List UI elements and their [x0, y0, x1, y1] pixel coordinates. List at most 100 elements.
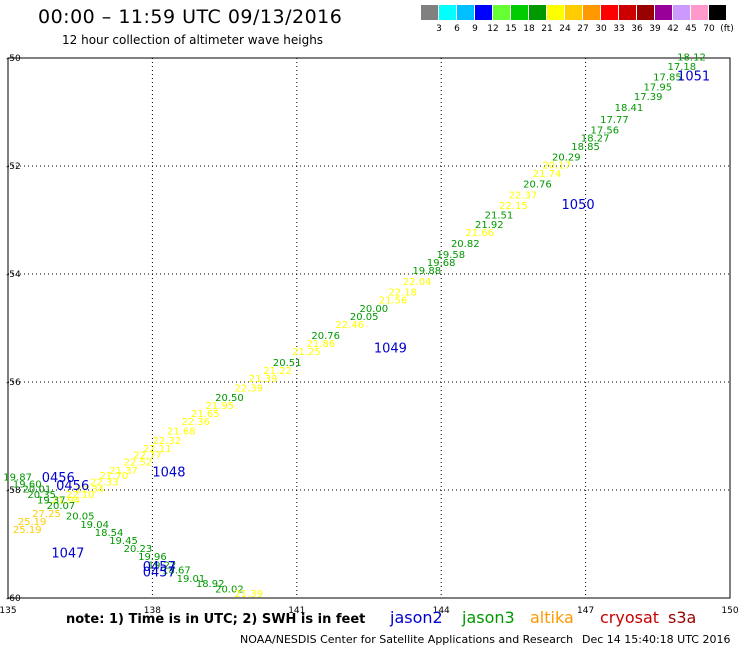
- pass-number-label: 0457: [143, 560, 176, 575]
- wave-height-point: 20.00: [359, 304, 388, 315]
- legend-swatch: [493, 5, 510, 20]
- wave-height-point: 20.29: [552, 153, 581, 164]
- wave-height-point: 22.37: [509, 190, 538, 201]
- wave-height-point: 21.39: [249, 374, 278, 385]
- legend-swatch: [709, 5, 726, 20]
- footer-note: note: 1) Time is in UTC; 2) SWH is in fe…: [66, 612, 366, 627]
- satellite-s3a: s3a: [668, 608, 697, 627]
- legend-swatch: [421, 5, 438, 20]
- wave-height-point: 21.25: [292, 347, 321, 358]
- wave-height-point: 19.04: [80, 520, 109, 531]
- legend-label: 24: [559, 24, 571, 34]
- wave-height-point: 21.37: [109, 466, 138, 477]
- legend-label: 18: [523, 24, 535, 34]
- legend-swatch: [655, 5, 672, 20]
- pass-number-label: 0456: [56, 479, 89, 494]
- legend-swatch: [457, 5, 474, 20]
- legend-swatch: [439, 5, 456, 20]
- wave-height-point: 20.82: [451, 239, 480, 250]
- legend-label: 36: [631, 24, 643, 34]
- x-tick-label: 138: [144, 606, 161, 616]
- wave-height-point: 20.76: [311, 331, 340, 342]
- wave-height-point: 22.18: [388, 288, 417, 299]
- legend-swatch: [565, 5, 582, 20]
- legend-swatch: [511, 5, 528, 20]
- wave-height-point: 19.37: [37, 496, 66, 507]
- wave-height-point: 17.95: [643, 82, 672, 93]
- x-tick-label: 141: [288, 606, 305, 616]
- legend-swatch: [475, 5, 492, 20]
- credit-text: NOAA/NESDIS Center for Satellite Applica…: [240, 633, 574, 646]
- y-tick-label: -52: [6, 162, 21, 172]
- legend-label: 3: [436, 24, 442, 34]
- legend-swatch: [529, 5, 546, 20]
- wave-height-point: 19.87: [3, 472, 32, 483]
- wave-height-point: 21.74: [533, 169, 562, 180]
- wave-height-point: 18.54: [95, 528, 124, 539]
- wave-height-point: 21.56: [379, 296, 408, 307]
- wave-height-point: 18.12: [677, 53, 706, 64]
- wave-height-point: 19.01: [177, 574, 206, 585]
- pass-number-label: 1051: [677, 70, 710, 85]
- wave-height-point: 20.51: [273, 358, 302, 369]
- wave-height-point: 21.86: [307, 339, 336, 350]
- satellite-jason3: jason3: [462, 608, 515, 627]
- wave-height-point: 25.19: [18, 517, 47, 528]
- wave-height-point: 27.25: [32, 509, 61, 520]
- wave-height-point: 22.33: [90, 478, 119, 489]
- wave-height-point: 19.45: [109, 536, 138, 547]
- legend-swatch: [691, 5, 708, 20]
- wave-height-point: 22.34: [76, 485, 105, 496]
- legend-label: 30: [595, 24, 607, 34]
- legend-label: 6: [454, 24, 460, 34]
- wave-height-point: 18.85: [571, 142, 600, 153]
- wave-height-point: 19.58: [437, 250, 466, 261]
- y-tick-label: -56: [6, 378, 21, 388]
- wave-height-point: 19.22: [148, 560, 177, 571]
- legend-label: 27: [577, 24, 589, 34]
- satellite-altika: altika: [530, 608, 574, 627]
- pass-number-label: 0456: [42, 471, 75, 486]
- legend-swatch: [583, 5, 600, 20]
- wave-height-point: 22.52: [124, 458, 153, 469]
- wave-height-point: 21.51: [485, 210, 514, 221]
- wave-height-point: 25.19: [13, 525, 42, 536]
- wave-height-point: 18.41: [615, 103, 644, 114]
- wave-height-point: 19.60: [13, 479, 42, 490]
- x-tick-label: 135: [0, 606, 17, 616]
- generation-timestamp: Dec 14 15:40:18 UTC 2016: [582, 633, 731, 646]
- legend-label: 42: [667, 24, 679, 34]
- wave-height-point: 20.35: [27, 490, 56, 501]
- legend-label: 12: [487, 24, 499, 34]
- wave-height-point: 21.39: [234, 589, 263, 600]
- wave-height-point: 21.22: [263, 366, 292, 377]
- legend-label: 9: [472, 24, 478, 34]
- wave-height-point: 22.46: [335, 320, 364, 331]
- wave-height-point: 20.02: [215, 585, 244, 596]
- pass-number-label: 1050: [562, 198, 595, 213]
- legend-swatch: [547, 5, 564, 20]
- wave-height-point: 17.39: [634, 92, 663, 103]
- wave-height-point: 22.10: [66, 490, 95, 501]
- wave-height-point: 22.39: [234, 384, 263, 395]
- wave-height-point: 21.95: [205, 401, 234, 412]
- wave-height-point: 22.11: [143, 444, 172, 455]
- x-tick-label: 144: [433, 606, 450, 616]
- wave-height-point: 22.32: [153, 436, 182, 447]
- pass-number-label: 1049: [374, 341, 407, 356]
- legend-label: 70: [703, 24, 715, 34]
- legend-label: (ft): [720, 24, 734, 34]
- wave-height-point: 19.96: [138, 552, 167, 563]
- wave-height-point: 20.50: [215, 393, 244, 404]
- legend-label: 33: [613, 24, 625, 34]
- wave-height-point: 21.92: [475, 220, 504, 231]
- wave-height-point: 18.92: [196, 579, 225, 590]
- legend-swatch: [619, 5, 636, 20]
- satellite-jason2: jason2: [390, 608, 443, 627]
- wave-height-point: 20.05: [350, 312, 379, 323]
- chart-title: 00:00 – 11:59 UTC 09/13/2016: [38, 6, 343, 28]
- pass-number-label: 0457: [143, 565, 176, 580]
- wave-height-point: 21.66: [465, 228, 494, 239]
- wave-height-point: 21.94: [51, 496, 80, 507]
- chart-subtitle: 12 hour collection of altimeter wave hei…: [62, 33, 324, 47]
